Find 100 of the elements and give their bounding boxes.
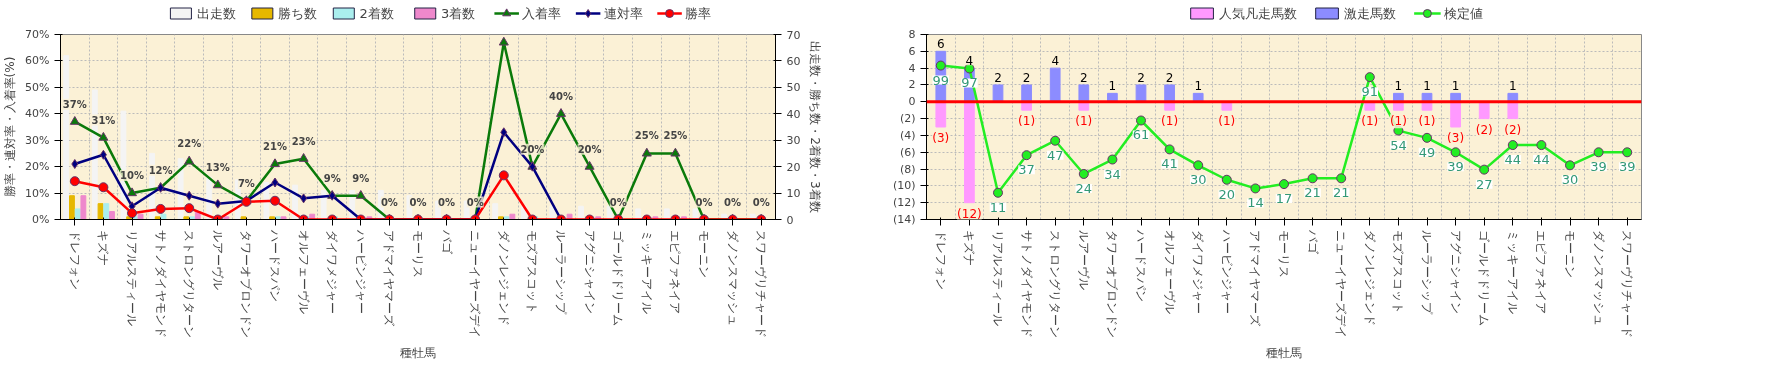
x-tick-label: ダノンスマッシュ — [1591, 230, 1606, 327]
data-label: 2 — [1137, 70, 1145, 85]
x-tick-label: ハードスパン — [268, 229, 282, 303]
y-tick-label: 20% — [25, 160, 50, 174]
data-label: 41 — [1161, 156, 1178, 172]
x-tick-label: モーリス — [1277, 230, 1291, 279]
x-tick-label: ルアーヴル — [210, 230, 225, 291]
y2-tick-label: 50 — [786, 81, 801, 95]
x-tick-label: サトノダイヤモンド — [1019, 230, 1034, 339]
x-tick-label: バゴ — [439, 229, 454, 256]
data-label: 0% — [438, 196, 456, 208]
data-label: 1 — [1451, 79, 1460, 94]
x-tick-label: ダイワメジャー — [1191, 230, 1206, 315]
x-tick-label: ハービンジャー — [353, 229, 368, 315]
y2-tick-label: 60 — [786, 54, 801, 68]
y-tick-label: 10% — [25, 186, 50, 200]
data-label: 4 — [965, 54, 974, 69]
legend-label: 勝ち数 — [278, 6, 318, 21]
y2-tick-label: 30 — [786, 134, 801, 148]
data-label: 21 — [1332, 185, 1350, 201]
y-tick-label: 8 — [908, 28, 916, 41]
data-label: (2) — [1475, 122, 1493, 137]
x-tick-label: モズアスコット — [525, 230, 540, 315]
data-label: 40% — [549, 90, 573, 102]
x-tick-label: アグニシャイン — [1448, 230, 1463, 315]
legend-label: 2着数 — [359, 6, 394, 21]
data-label: 13% — [205, 162, 230, 174]
y-tick-label: (14) — [892, 213, 916, 226]
data-label: (1) — [1361, 114, 1379, 129]
data-label: 39 — [1590, 159, 1607, 175]
x-tick-label: ストロングリターン — [182, 230, 197, 339]
data-label: 0% — [695, 196, 713, 208]
data-label: 0% — [609, 196, 627, 208]
data-label: 1 — [1194, 79, 1203, 94]
data-label: 21% — [263, 141, 287, 152]
data-label: (1) — [1161, 114, 1179, 129]
data-label: 20% — [520, 143, 545, 155]
data-label: 0% — [380, 196, 398, 208]
x-tick-label: サトノダイヤモンド — [153, 230, 168, 339]
data-label: 0% — [752, 196, 770, 208]
data-label: 2 — [1079, 70, 1088, 85]
x-tick-label: オルフェーヴル — [1162, 230, 1177, 315]
data-label: (1) — [1018, 114, 1036, 129]
x-tick-label: スワーヴリチャード — [754, 230, 769, 339]
data-label: 1 — [1394, 79, 1403, 94]
x-tick-label: リアルスティール — [125, 230, 139, 327]
data-label: 0% — [724, 196, 742, 208]
data-label: 25% — [663, 130, 688, 142]
legend-label: 検定値 — [1444, 6, 1484, 21]
y-tick-label: 0 — [908, 95, 916, 109]
y2-tick-label: 0 — [786, 213, 794, 227]
legend-label: 勝率 — [685, 6, 712, 21]
x-tick-label: モーリス — [411, 230, 425, 279]
x-tick-label: オルフェーヴル — [296, 230, 311, 315]
x-tick-label: エピファネイア — [668, 230, 683, 315]
x-tick-label: タワーオブロンドン — [239, 230, 254, 339]
x-tick-label: リアルスティール — [991, 230, 1005, 327]
data-label: 14 — [1247, 195, 1264, 211]
y-tick-label: (4) — [899, 128, 916, 142]
data-label: 99 — [932, 72, 950, 88]
y-tick-label: (10) — [892, 179, 916, 193]
x-tick-label: アグニシャイン — [582, 230, 597, 315]
x-tick-label: ニューイヤーズデイ — [1334, 230, 1349, 339]
y-tick-label: 70% — [25, 28, 50, 41]
data-label: (3) — [1447, 131, 1465, 145]
x-tick-label: ルアーヴル — [1076, 230, 1091, 291]
x-tick-label: ゴールドドリーム — [1477, 230, 1492, 327]
legend-label: 激走馬数 — [1344, 6, 1397, 21]
data-label: 37 — [1018, 162, 1035, 178]
x-tick-label: ミッキーアイル — [639, 230, 654, 315]
x-tick-label: スワーヴリチャード — [1620, 230, 1635, 339]
x-tick-label: ダノンスマッシュ — [725, 230, 740, 327]
data-label: 1 — [1108, 79, 1117, 94]
legend-label: 連対率 — [603, 6, 643, 21]
x-tick-label: ミッキーアイル — [1505, 230, 1520, 315]
x-tick-label: ダノンレジェンド — [496, 230, 511, 327]
x-tick-label: アドマイヤマーズ — [382, 230, 397, 328]
y-tick-label: 4 — [908, 61, 916, 75]
x-axis-title: 種牡馬 — [1266, 346, 1302, 361]
y2-tick-label: 20 — [786, 160, 801, 174]
data-label: (1) — [1418, 114, 1436, 129]
data-label: 0% — [409, 196, 427, 208]
x-tick-label: ルーラーシップ — [1420, 230, 1434, 316]
data-label: 11 — [989, 199, 1007, 215]
y2-tick-label: 70 — [786, 28, 801, 42]
x-tick-label: バゴ — [1305, 229, 1320, 256]
data-label: 9% — [352, 172, 370, 184]
y-tick-label: (12) — [892, 196, 916, 210]
data-label: 4 — [1051, 54, 1060, 69]
data-label: 97 — [961, 75, 978, 91]
y-tick-label: 60% — [25, 54, 50, 68]
data-label: 7% — [237, 178, 255, 189]
y2-tick-label: 40 — [786, 107, 801, 121]
data-label: 47 — [1046, 147, 1064, 163]
x-tick-label: ハービンジャー — [1219, 229, 1234, 315]
data-label: 20% — [577, 143, 602, 155]
data-label: 6 — [936, 37, 945, 52]
legend-label: 出走数 — [196, 6, 236, 21]
legend-label: 3着数 — [440, 6, 476, 21]
y-tick-label: (2) — [899, 112, 916, 126]
